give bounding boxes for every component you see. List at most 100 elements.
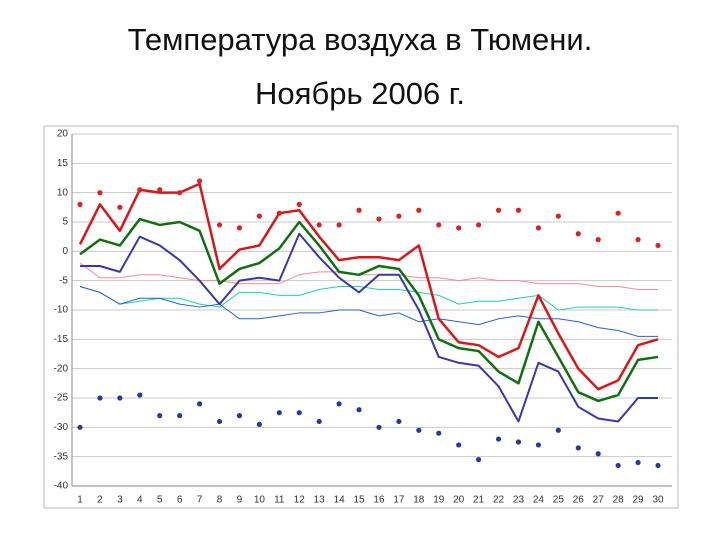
x-tick-label: 14 — [334, 495, 346, 506]
marker — [635, 237, 641, 243]
marker — [655, 242, 661, 249]
marker — [336, 222, 342, 228]
x-tick-label: 7 — [197, 495, 203, 506]
x-tick-label: 24 — [533, 495, 545, 506]
marker — [276, 210, 282, 216]
marker — [316, 222, 322, 228]
x-tick-label: 16 — [373, 495, 385, 506]
y-tick-label: 10 — [57, 187, 69, 198]
marker — [316, 418, 322, 425]
marker — [515, 439, 522, 445]
y-tick-label: -10 — [54, 305, 69, 316]
marker — [615, 210, 621, 216]
marker — [655, 462, 661, 469]
marker — [157, 413, 163, 419]
x-tick-label: 20 — [453, 495, 465, 506]
marker — [595, 451, 601, 457]
chart-title: Температура воздуха в Тюмени. — [127, 22, 593, 57]
marker — [476, 222, 482, 228]
marker — [177, 413, 183, 419]
marker — [137, 392, 143, 398]
x-tick-label: 9 — [237, 495, 243, 506]
marker — [436, 222, 442, 228]
marker — [97, 190, 103, 196]
marker — [495, 436, 502, 442]
chart-title: Ноябрь 2006 г. — [255, 76, 465, 111]
y-tick-label: -40 — [54, 481, 69, 492]
x-tick-label: 17 — [393, 495, 405, 506]
marker — [456, 225, 462, 231]
marker — [515, 207, 522, 213]
marker — [396, 213, 402, 219]
x-tick-label: 25 — [553, 495, 565, 506]
x-tick-label: 28 — [613, 495, 625, 506]
marker — [256, 421, 262, 427]
x-tick-label: 29 — [633, 495, 645, 506]
marker — [356, 407, 362, 413]
marker — [336, 401, 342, 407]
chart-frame — [43, 125, 679, 509]
x-tick-label: 2 — [97, 495, 103, 506]
marker — [97, 395, 103, 401]
marker — [117, 204, 123, 210]
marker — [77, 201, 83, 207]
series-line — [79, 286, 658, 337]
marker — [216, 222, 223, 228]
x-tick-label: 30 — [652, 495, 664, 506]
marker — [595, 237, 601, 243]
marker — [376, 216, 382, 222]
marker — [276, 410, 282, 416]
x-tick-label: 1 — [77, 495, 83, 506]
x-tick-label: 6 — [177, 495, 183, 506]
x-tick-label: 8 — [217, 495, 223, 506]
x-tick-label: 13 — [314, 495, 326, 506]
marker — [635, 459, 641, 466]
y-tick-label: -30 — [54, 422, 69, 433]
y-tick-label: 5 — [62, 217, 68, 228]
marker — [296, 201, 302, 207]
marker — [256, 213, 262, 219]
x-tick-label: 19 — [433, 495, 445, 506]
series-line — [79, 217, 659, 403]
y-tick-label: -20 — [54, 363, 69, 374]
marker — [436, 430, 442, 436]
y-tick-label: 0 — [62, 246, 68, 257]
marker — [196, 178, 203, 184]
series-line — [79, 262, 658, 290]
x-tick-label: 11 — [274, 495, 285, 506]
x-tick-label: 23 — [513, 495, 525, 506]
x-tick-label: 4 — [137, 495, 143, 506]
marker — [177, 190, 183, 196]
marker — [535, 442, 542, 448]
marker — [456, 442, 462, 448]
x-tick-label: 21 — [473, 495, 485, 506]
marker — [216, 418, 223, 425]
marker — [416, 427, 422, 433]
y-tick-label: 20 — [57, 129, 69, 140]
marker — [196, 401, 203, 407]
marker — [137, 187, 143, 193]
x-tick-label: 15 — [353, 495, 365, 506]
x-tick-label: 18 — [413, 495, 425, 506]
series-line — [79, 286, 658, 311]
y-tick-label: -5 — [59, 275, 68, 286]
marker — [535, 225, 542, 231]
y-tick-label: -35 — [54, 451, 69, 462]
marker — [236, 413, 243, 419]
marker — [157, 187, 163, 193]
marker — [376, 424, 382, 430]
marker — [416, 207, 422, 213]
x-tick-label: 22 — [493, 495, 505, 506]
marker — [396, 418, 402, 425]
x-tick-label: 5 — [157, 495, 163, 506]
marker — [495, 207, 502, 213]
y-tick-label: -25 — [54, 393, 69, 404]
x-tick-label: 27 — [593, 495, 605, 506]
marker — [575, 231, 581, 237]
series-line — [80, 232, 658, 423]
x-tick-label: 12 — [294, 495, 306, 506]
marker — [555, 427, 561, 433]
marker — [117, 395, 123, 401]
